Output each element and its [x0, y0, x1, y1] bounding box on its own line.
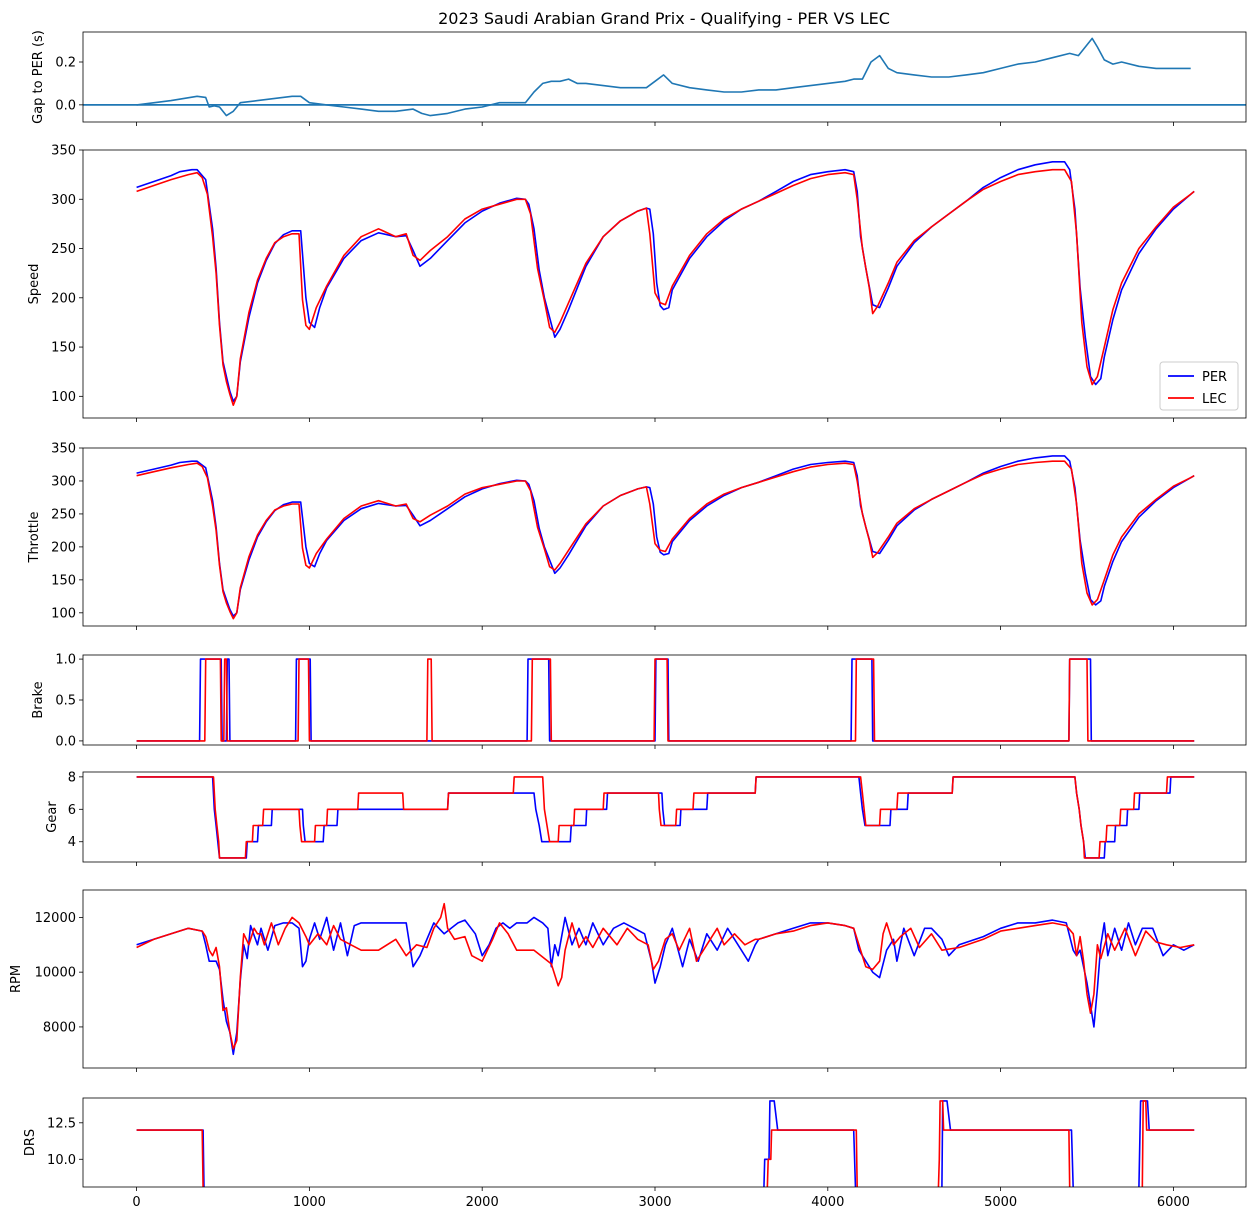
- rpm-ylabel: RPM: [9, 965, 24, 993]
- speed-axes-frame: [82, 149, 1247, 419]
- throttle-axes-frame: [82, 447, 1247, 627]
- gap-panel: 0.0 0.2 Gap to PER (s): [31, 30, 1247, 126]
- gear-panel: 4 6 8 Gear: [45, 770, 1247, 866]
- rpm-series-lec: [136, 902, 1195, 1050]
- gear-ytick-label: 4: [68, 835, 76, 850]
- chart-title: 2023 Saudi Arabian Grand Prix - Qualifyi…: [438, 9, 890, 28]
- gap-ytick-label: 0.2: [55, 56, 76, 71]
- speed-ytick-label: 150: [51, 341, 76, 356]
- xtick-label: 2000: [466, 1195, 499, 1210]
- gear-ytick-label: 6: [68, 803, 76, 818]
- rpm-series-per: [136, 916, 1195, 1056]
- gap-ytick-label: 0.0: [55, 98, 76, 113]
- throttle-ytick-label: 250: [51, 507, 76, 522]
- xtick-label: 5000: [984, 1195, 1017, 1210]
- gear-series-lec: [136, 776, 1195, 859]
- brake-ytick-label: 0.5: [55, 694, 76, 709]
- throttle-ytick-label: 200: [51, 540, 76, 555]
- speed-ytick-label: 300: [51, 193, 76, 208]
- brake-ytick-label: 1.0: [55, 653, 76, 668]
- brake-series-per: [136, 658, 1195, 742]
- throttle-series-per: [136, 455, 1195, 617]
- gear-series-per: [136, 776, 1195, 859]
- speed-panel: 100 150 200 250 300 350 Speed PER LEC: [27, 144, 1247, 422]
- xtick-label: 3000: [638, 1195, 671, 1210]
- speed-ylabel: Speed: [27, 264, 42, 305]
- speed-series-lec: [136, 168, 1195, 406]
- rpm-axes-frame: [82, 889, 1247, 1069]
- drs-ytick-label: 10.0: [47, 1153, 76, 1168]
- throttle-ytick-label: 150: [51, 573, 76, 588]
- xtick-label: 0: [132, 1195, 140, 1210]
- speed-ytick-label: 100: [51, 390, 76, 405]
- drs-panel: 10.0 12.5 DRS 0 1000 2000 3000 4000 5000 6000: [23, 1097, 1247, 1210]
- panels-group: 0.0 0.2 Gap to PER (s) 100 150 200 250 300 350 Sp…: [9, 30, 1247, 1210]
- rpm-panel: 8000 10000 12000 RPM: [9, 889, 1247, 1072]
- throttle-panel: 100 150 200 250 300 350 Throttle: [27, 442, 1247, 630]
- legend-label-lec: LEC: [1202, 392, 1227, 407]
- speed-ytick-label: 200: [51, 291, 76, 306]
- drs-series-lec: [136, 1100, 1195, 1187]
- rpm-ytick-label: 12000: [35, 911, 76, 926]
- gear-ytick-label: 8: [68, 770, 76, 785]
- throttle-ytick-label: 350: [51, 442, 76, 457]
- throttle-series-lec: [136, 460, 1195, 620]
- drs-series-per: [136, 1100, 1195, 1187]
- speed-ytick-label: 350: [51, 144, 76, 159]
- speed-series-per: [136, 161, 1195, 403]
- gear-ylabel: Gear: [45, 801, 60, 833]
- xtick-label: 4000: [811, 1195, 844, 1210]
- legend: PER LEC: [1159, 361, 1239, 411]
- rpm-ytick-label: 8000: [43, 1020, 76, 1035]
- throttle-ylabel: Throttle: [27, 512, 42, 564]
- gap-ylabel: Gap to PER (s): [31, 30, 46, 124]
- speed-ytick-label: 250: [51, 242, 76, 257]
- gear-axes-frame: [82, 771, 1247, 863]
- xtick-label: 1000: [293, 1195, 326, 1210]
- xtick-label: 6000: [1157, 1195, 1190, 1210]
- brake-panel: 0.0 0.5 1.0 Brake: [31, 653, 1247, 749]
- throttle-ytick-label: 300: [51, 474, 76, 489]
- brake-axes-frame: [82, 654, 1247, 746]
- gap-axes-frame: [82, 31, 1247, 123]
- brake-series-lec: [136, 658, 1195, 742]
- drs-ylabel: DRS: [23, 1129, 38, 1156]
- brake-ylabel: Brake: [31, 681, 46, 718]
- brake-ytick-label: 0.0: [55, 734, 76, 749]
- drs-axes-frame: [82, 1097, 1247, 1188]
- rpm-ytick-label: 10000: [35, 966, 76, 981]
- throttle-ytick-label: 100: [51, 606, 76, 621]
- legend-label-per: PER: [1202, 370, 1227, 385]
- drs-ytick-label: 12.5: [47, 1116, 76, 1131]
- gap-series-gap: [136, 37, 1191, 117]
